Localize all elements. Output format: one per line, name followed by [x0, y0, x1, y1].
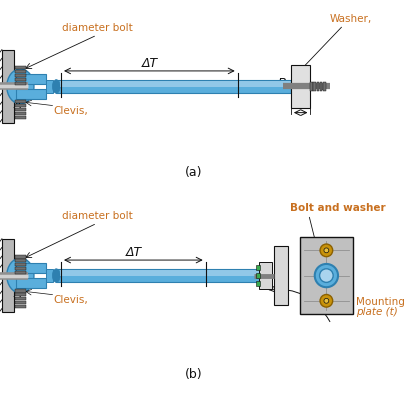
Bar [14, 78, 26, 81]
Bar [14, 82, 26, 85]
Ellipse shape [320, 244, 333, 257]
Bar [17, 74, 45, 83]
Text: plate (t): plate (t) [356, 307, 398, 317]
Ellipse shape [324, 298, 329, 303]
Bar [273, 246, 288, 305]
Ellipse shape [52, 80, 60, 93]
Bar [14, 263, 26, 266]
Bar [14, 267, 26, 270]
Bar [311, 82, 313, 91]
Bar [14, 74, 26, 77]
Text: B: B [278, 77, 286, 90]
Bar [60, 270, 259, 276]
Bar [14, 70, 26, 73]
Ellipse shape [320, 269, 333, 282]
Ellipse shape [315, 264, 338, 287]
Bar [323, 82, 325, 91]
Ellipse shape [7, 69, 34, 104]
Bar [256, 265, 260, 270]
Bar [256, 273, 260, 278]
Ellipse shape [52, 269, 60, 282]
Bar [14, 108, 26, 111]
Bar [14, 255, 26, 259]
Text: Washer,: Washer, [330, 14, 372, 24]
Text: diameter bolt: diameter bolt [62, 23, 133, 33]
Bar [313, 82, 316, 91]
Bar [56, 80, 291, 93]
Bar [2, 50, 14, 123]
Bar [259, 262, 272, 289]
Bar [14, 259, 26, 263]
Bar [45, 269, 53, 282]
Bar [45, 80, 53, 93]
Bar [56, 269, 259, 282]
Bar [17, 278, 45, 288]
Bar [317, 82, 319, 91]
Bar [14, 66, 26, 70]
Ellipse shape [324, 248, 329, 253]
Bar [14, 297, 26, 300]
Text: ΔT: ΔT [125, 246, 141, 259]
Bar [291, 65, 311, 108]
Bar [14, 305, 26, 308]
Ellipse shape [320, 295, 333, 307]
Text: Clevis,: Clevis, [53, 295, 88, 305]
Bar [14, 289, 26, 293]
Bar [2, 239, 14, 312]
Bar [14, 116, 26, 119]
Text: Clevis,: Clevis, [53, 106, 88, 116]
Text: ΔT: ΔT [141, 57, 157, 70]
Bar [14, 104, 26, 107]
Text: Mounting: Mounting [356, 297, 405, 307]
Bar [14, 293, 26, 296]
Bar [14, 100, 26, 103]
Text: (b): (b) [185, 368, 203, 381]
Bar [14, 301, 26, 304]
Text: Bolt and washer: Bolt and washer [290, 203, 386, 213]
Text: (a): (a) [185, 166, 203, 179]
Bar [256, 281, 260, 286]
Bar [17, 89, 45, 99]
Text: diameter bolt: diameter bolt [62, 211, 133, 221]
Bar [320, 82, 323, 91]
Text: A: A [14, 289, 21, 299]
Bar [14, 112, 26, 115]
Bar [60, 81, 291, 87]
Bar [300, 237, 353, 314]
Ellipse shape [7, 258, 34, 293]
Text: A: A [14, 100, 21, 110]
Bar [14, 271, 26, 274]
Bar [17, 263, 45, 273]
